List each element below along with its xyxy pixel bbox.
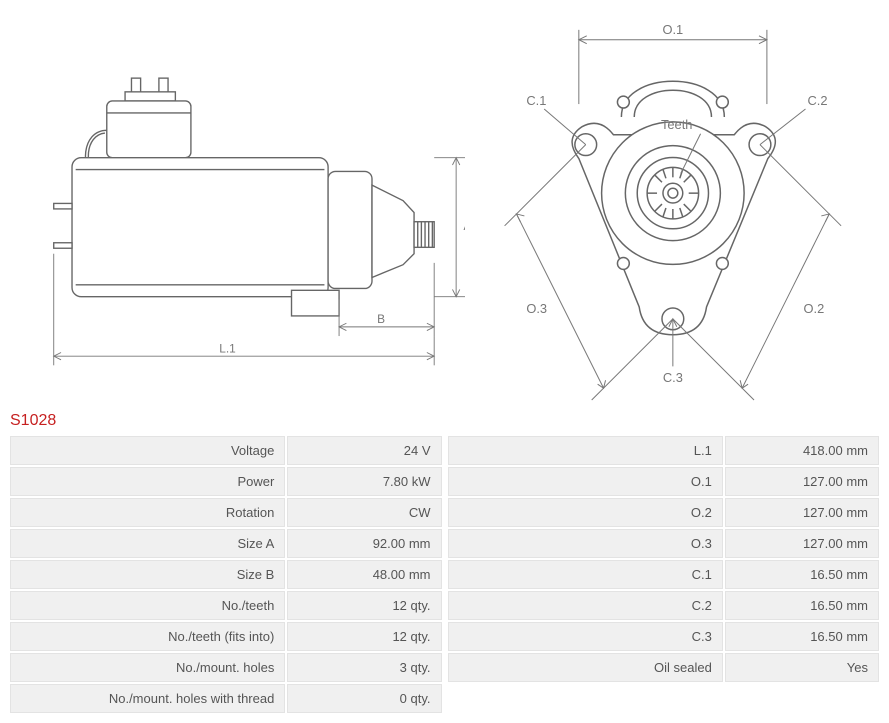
front-view: O.1 (465, 8, 881, 408)
dim-b-label: B (377, 312, 385, 326)
diagram-area: A B L.1 (8, 8, 881, 408)
spec-value: 16.50 mm (725, 591, 879, 620)
spec-label: L.1 (448, 436, 723, 465)
dim-c3-label: C.3 (663, 370, 683, 385)
spec-value: 127.00 mm (725, 467, 879, 496)
spec-label: Size B (10, 560, 285, 589)
spec-label: C.1 (448, 560, 723, 589)
teeth-label: Teeth (661, 117, 692, 132)
spec-label: C.3 (448, 622, 723, 651)
spec-label: Rotation (10, 498, 285, 527)
spec-value: 12 qty. (287, 591, 441, 620)
spec-label: C.2 (448, 591, 723, 620)
spec-label: Power (10, 467, 285, 496)
spec-label: O.1 (448, 467, 723, 496)
part-code: S1028 (10, 412, 881, 430)
spec-value: 92.00 mm (287, 529, 441, 558)
spec-value: 127.00 mm (725, 529, 879, 558)
dim-c2-label: C.2 (808, 93, 828, 108)
dim-c1-label: C.1 (527, 93, 547, 108)
spec-value: 16.50 mm (725, 622, 879, 651)
spec-label: Size A (10, 529, 285, 558)
spec-label: No./mount. holes with thread (10, 684, 285, 713)
spec-value: 12 qty. (287, 622, 441, 651)
spec-value: 48.00 mm (287, 560, 441, 589)
spec-value: 7.80 kW (287, 467, 441, 496)
spec-value: 127.00 mm (725, 498, 879, 527)
spec-label: Voltage (10, 436, 285, 465)
spec-table-right: L.1418.00 mmO.1127.00 mmO.2127.00 mmO.31… (446, 434, 882, 713)
spec-label: O.2 (448, 498, 723, 527)
spec-label: No./teeth (fits into) (10, 622, 285, 651)
spec-value: 418.00 mm (725, 436, 879, 465)
spec-value: 0 qty. (287, 684, 441, 713)
spec-value: CW (287, 498, 441, 527)
spec-table-left: Voltage24 VPower7.80 kWRotationCWSize A9… (8, 434, 444, 715)
spec-value: 24 V (287, 436, 441, 465)
dim-o1-label: O.1 (663, 22, 684, 37)
side-view: A B L.1 (8, 8, 465, 408)
dim-o2-label: O.2 (804, 301, 825, 316)
spec-tables: Voltage24 VPower7.80 kWRotationCWSize A9… (8, 434, 881, 715)
dim-l1-label: L.1 (219, 342, 236, 356)
spec-label: No./teeth (10, 591, 285, 620)
spec-value: 16.50 mm (725, 560, 879, 589)
spec-label: O.3 (448, 529, 723, 558)
dim-o3-label: O.3 (527, 301, 548, 316)
